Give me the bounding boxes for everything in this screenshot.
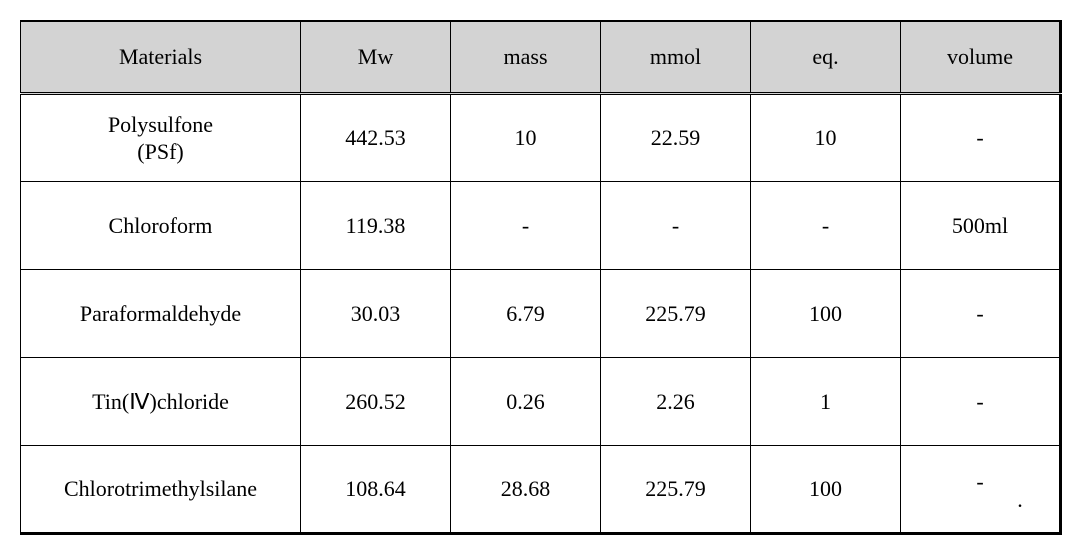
cell-mass: 0.26: [451, 358, 601, 446]
cell-materials: Chlorotrimethylsilane: [21, 446, 301, 534]
col-header-mass: mass: [451, 21, 601, 94]
cell-eq: 100: [751, 446, 901, 534]
table-row: Paraformaldehyde 30.03 6.79 225.79 100 -: [21, 270, 1061, 358]
cell-mass: -: [451, 182, 601, 270]
cell-eq: -: [751, 182, 901, 270]
material-name: Chlorotrimethylsilane: [64, 476, 257, 501]
table-row: Chloroform 119.38 - - - 500ml: [21, 182, 1061, 270]
cell-materials: Tin(Ⅳ)chloride: [21, 358, 301, 446]
cell-mw: 30.03: [301, 270, 451, 358]
volume-stray-dot: .: [941, 493, 1081, 506]
cell-volume: -: [901, 94, 1061, 182]
cell-volume: - .: [901, 446, 1061, 534]
volume-dash: -: [901, 471, 1059, 493]
cell-eq: 1: [751, 358, 901, 446]
material-name: Polysulfone: [21, 111, 300, 139]
cell-mmol: 22.59: [601, 94, 751, 182]
cell-materials: Chloroform: [21, 182, 301, 270]
materials-table-container: Materials Mw mass mmol eq. volume Polysu…: [20, 20, 1061, 535]
cell-mw: 119.38: [301, 182, 451, 270]
cell-mass: 28.68: [451, 446, 601, 534]
col-header-mw: Mw: [301, 21, 451, 94]
cell-mmol: 225.79: [601, 446, 751, 534]
cell-volume: 500ml: [901, 182, 1061, 270]
cell-mw: 260.52: [301, 358, 451, 446]
table-header-row: Materials Mw mass mmol eq. volume: [21, 21, 1061, 94]
cell-mmol: 2.26: [601, 358, 751, 446]
cell-eq: 100: [751, 270, 901, 358]
material-name: Chloroform: [109, 213, 213, 238]
material-subname: (PSf): [21, 138, 300, 166]
cell-mass: 6.79: [451, 270, 601, 358]
cell-mass: 10: [451, 94, 601, 182]
cell-mw: 108.64: [301, 446, 451, 534]
cell-volume: -: [901, 270, 1061, 358]
col-header-materials: Materials: [21, 21, 301, 94]
cell-eq: 10: [751, 94, 901, 182]
table-row: Polysulfone (PSf) 442.53 10 22.59 10 -: [21, 94, 1061, 182]
table-row: Tin(Ⅳ)chloride 260.52 0.26 2.26 1 -: [21, 358, 1061, 446]
cell-materials: Polysulfone (PSf): [21, 94, 301, 182]
material-name: Tin(Ⅳ)chloride: [92, 389, 229, 414]
cell-mw: 442.53: [301, 94, 451, 182]
col-header-eq: eq.: [751, 21, 901, 94]
table-row: Chlorotrimethylsilane 108.64 28.68 225.7…: [21, 446, 1061, 534]
cell-mmol: -: [601, 182, 751, 270]
col-header-mmol: mmol: [601, 21, 751, 94]
col-header-volume: volume: [901, 21, 1061, 94]
material-name: Paraformaldehyde: [80, 301, 241, 326]
cell-materials: Paraformaldehyde: [21, 270, 301, 358]
cell-volume: -: [901, 358, 1061, 446]
materials-table: Materials Mw mass mmol eq. volume Polysu…: [20, 20, 1062, 535]
cell-mmol: 225.79: [601, 270, 751, 358]
